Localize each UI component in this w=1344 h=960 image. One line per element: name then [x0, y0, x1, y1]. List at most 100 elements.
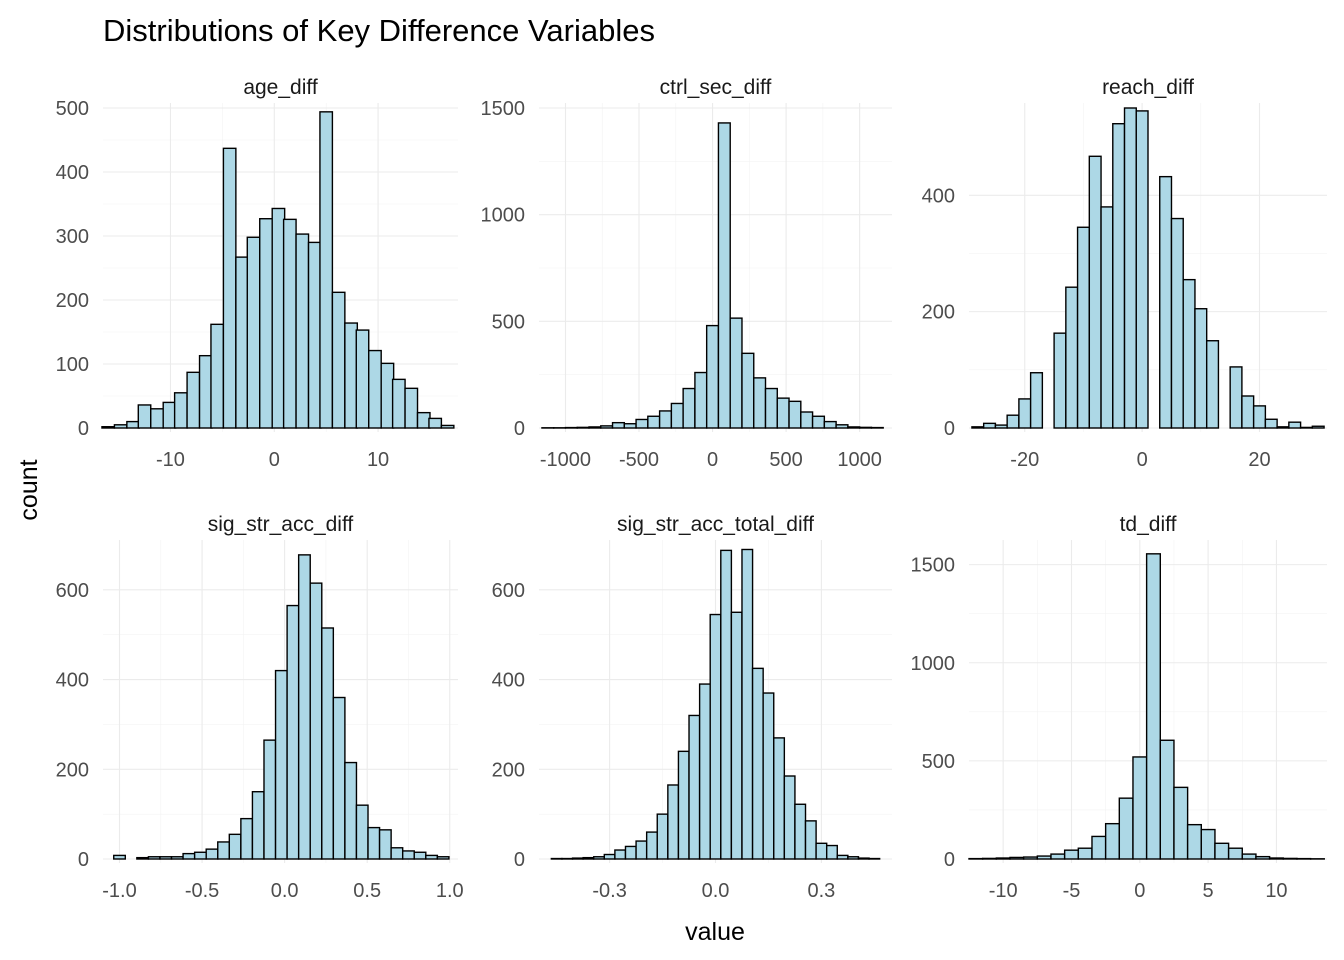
histogram-bar: [1018, 398, 1032, 429]
histogram-bar: [982, 422, 997, 429]
x-tick-label: 0: [269, 449, 280, 471]
histogram-bar: [611, 421, 626, 429]
histogram-bar: [858, 426, 873, 429]
histogram-bar: [1050, 853, 1066, 860]
facet-label: sig_str_acc_diff: [208, 513, 354, 536]
histogram-bar: [428, 417, 443, 429]
histogram-bar: [1132, 756, 1148, 860]
histogram-bar: [1255, 855, 1271, 860]
histogram-bar: [416, 411, 431, 429]
histogram-bar: [670, 402, 684, 429]
histogram-bar: [635, 418, 649, 429]
histogram-bar: [436, 856, 450, 860]
x-tick-label: -1000: [540, 449, 591, 471]
histogram-bar: [836, 854, 849, 860]
histogram-bar: [286, 604, 300, 860]
histogram-bar: [588, 426, 602, 429]
histogram-bar: [307, 241, 322, 429]
histogram-bar: [857, 857, 870, 860]
y-tick-label: 0: [944, 849, 955, 871]
histogram-bar: [667, 784, 680, 860]
x-tick-label: -1.0: [102, 880, 136, 902]
histogram-bar: [378, 829, 392, 860]
y-tick-label: 200: [492, 759, 525, 781]
histogram-bar: [1036, 855, 1052, 860]
y-tick-label: 600: [56, 580, 89, 602]
histogram-bar: [1009, 856, 1025, 860]
histogram-bar: [390, 847, 404, 860]
histogram-bar: [971, 426, 985, 429]
histogram-bar: [788, 400, 802, 429]
x-tick-label: -0.3: [592, 880, 626, 902]
histogram-bar: [113, 854, 126, 860]
facet-label: td_diff: [1120, 513, 1177, 536]
histogram-bar: [994, 424, 1008, 429]
histogram-bar: [1229, 366, 1243, 429]
y-tick-label: 400: [492, 670, 525, 692]
facet-label: ctrl_sec_diff: [660, 76, 772, 99]
x-tick-label: 0.5: [353, 880, 381, 902]
histogram-bar: [182, 852, 196, 860]
histogram-bar: [647, 415, 661, 429]
histogram-bar: [751, 667, 764, 860]
histogram-bar: [677, 750, 690, 860]
facet-label: reach_diff: [1102, 76, 1194, 99]
histogram-bar: [1022, 856, 1039, 860]
y-tick-label: 1500: [911, 555, 956, 577]
histogram-bar: [321, 627, 335, 860]
histogram-bar: [847, 426, 861, 429]
y-tick-label: 400: [56, 670, 89, 692]
histogram-bar: [800, 411, 814, 429]
histogram-bar: [1135, 110, 1149, 429]
histogram-bar: [1076, 226, 1091, 429]
histogram-bar: [217, 841, 231, 860]
histogram-bar: [1159, 175, 1173, 429]
histogram-bar: [624, 845, 637, 860]
y-axis-title: count: [15, 459, 43, 520]
histogram-bar: [847, 856, 860, 860]
histogram-bar: [186, 371, 201, 429]
histogram-bar: [1194, 308, 1208, 429]
histogram-bar: [1214, 842, 1230, 860]
histogram-bar: [1252, 405, 1267, 429]
histogram-bar: [709, 613, 722, 860]
histogram-bar: [259, 218, 273, 429]
histogram-bar: [1182, 278, 1196, 429]
histogram-bar: [614, 849, 627, 860]
histogram-bar: [309, 582, 323, 860]
panel-sig-str-acc-diff: -1.0 -0.5 0.0 0.5 1.0 0 200 400 600 sig_str_acc_d…: [56, 513, 464, 902]
histogram-bar: [1241, 853, 1257, 860]
histogram-bar: [995, 857, 1011, 860]
x-tick-label: 500: [769, 449, 802, 471]
x-tick-label: -500: [619, 449, 659, 471]
histogram-bar: [694, 371, 708, 429]
histogram-bar: [635, 840, 648, 860]
histogram-bar: [1053, 332, 1067, 429]
histogram-bar: [1227, 847, 1243, 860]
histogram-bar: [332, 696, 346, 860]
histogram-bar: [717, 122, 731, 429]
panel-ctrl-sec-diff: -1000 -500 0 500 1000 0 500 1000 1500 ctrl_sec_di…: [481, 76, 892, 471]
histogram-bar: [274, 669, 288, 860]
histogram-bar: [391, 378, 406, 429]
histogram-bar: [271, 207, 286, 429]
histogram-bar: [198, 354, 213, 429]
y-tick-label: 1000: [911, 653, 956, 675]
x-tick-label: 10: [367, 449, 389, 471]
histogram-bar: [235, 256, 250, 429]
histogram-bar: [1006, 414, 1020, 429]
histogram-bar: [1241, 395, 1255, 429]
histogram-bar: [170, 856, 184, 860]
x-tick-label: 0.3: [807, 880, 835, 902]
histogram-bar: [1276, 426, 1290, 429]
histogram-bar: [101, 426, 116, 429]
histogram-bar: [440, 424, 455, 429]
histogram-bar: [811, 415, 826, 429]
histogram-bar: [571, 857, 584, 860]
y-tick-label: 400: [56, 162, 89, 184]
y-tick-label: 0: [78, 849, 89, 871]
histogram-bar: [210, 323, 225, 429]
histogram-bar: [835, 424, 849, 429]
histogram-bar: [623, 423, 637, 429]
